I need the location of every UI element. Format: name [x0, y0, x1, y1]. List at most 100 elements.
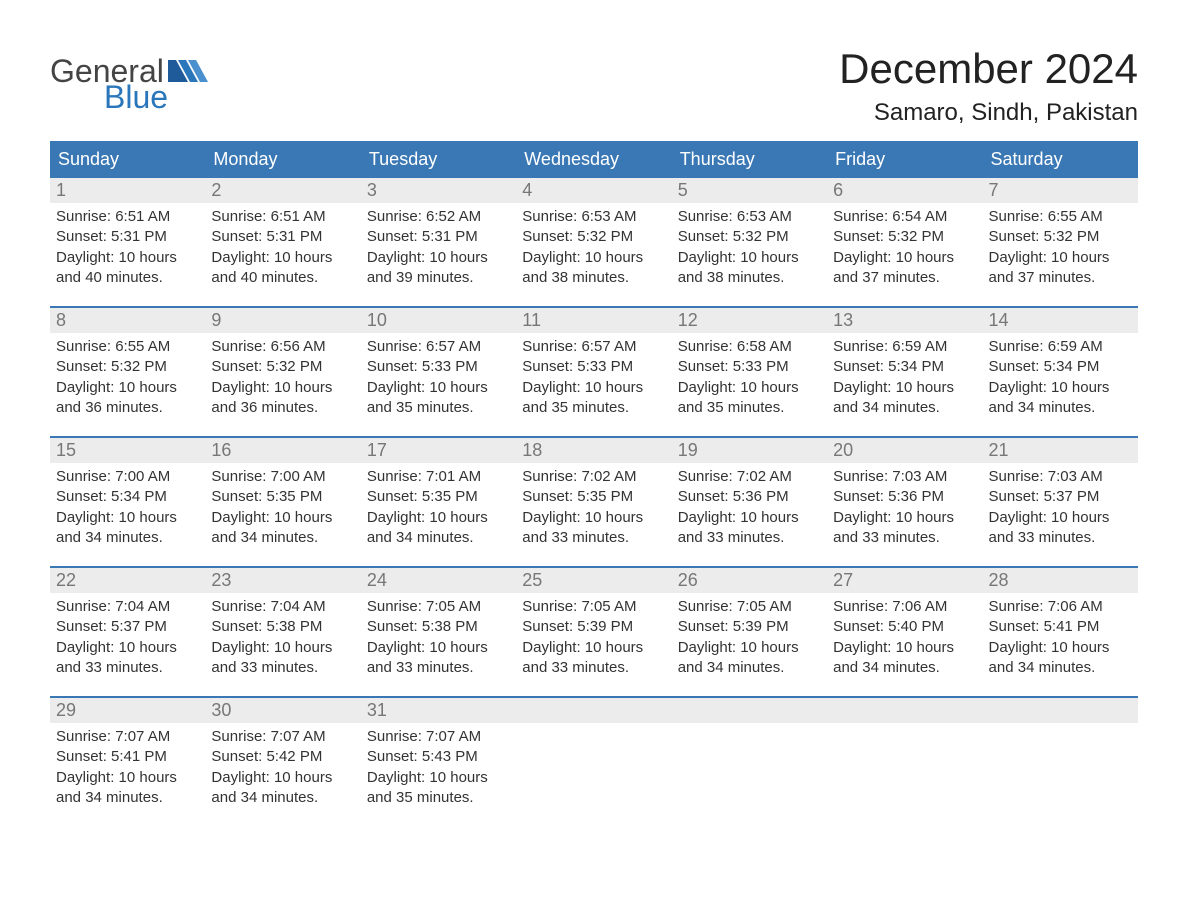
day-number: 5 — [672, 178, 827, 203]
day-cell: 17Sunrise: 7:01 AMSunset: 5:35 PMDayligh… — [361, 438, 516, 556]
daylight-line: Daylight: 10 hours and 40 minutes. — [56, 248, 199, 289]
daylight-line: Daylight: 10 hours and 36 minutes. — [211, 378, 354, 419]
sunset-line: Sunset: 5:34 PM — [56, 487, 199, 507]
sunrise-line: Sunrise: 6:51 AM — [56, 207, 199, 227]
sunset-line: Sunset: 5:33 PM — [522, 357, 665, 377]
sunrise-line: Sunrise: 6:53 AM — [678, 207, 821, 227]
day-cell: 25Sunrise: 7:05 AMSunset: 5:39 PMDayligh… — [516, 568, 671, 686]
daylight-line: Daylight: 10 hours and 33 minutes. — [211, 638, 354, 679]
daylight-line: Daylight: 10 hours and 34 minutes. — [989, 378, 1132, 419]
day-header-cell: Wednesday — [516, 141, 671, 178]
day-cell: 16Sunrise: 7:00 AMSunset: 5:35 PMDayligh… — [205, 438, 360, 556]
sunrise-line: Sunrise: 6:56 AM — [211, 337, 354, 357]
day-number: 9 — [205, 308, 360, 333]
daylight-line: Daylight: 10 hours and 33 minutes. — [56, 638, 199, 679]
day-cell: 27Sunrise: 7:06 AMSunset: 5:40 PMDayligh… — [827, 568, 982, 686]
day-cell: 28Sunrise: 7:06 AMSunset: 5:41 PMDayligh… — [983, 568, 1138, 686]
sunrise-line: Sunrise: 7:07 AM — [56, 727, 199, 747]
day-cell: 1Sunrise: 6:51 AMSunset: 5:31 PMDaylight… — [50, 178, 205, 296]
day-body: Sunrise: 7:07 AMSunset: 5:41 PMDaylight:… — [50, 723, 205, 812]
day-number: 21 — [983, 438, 1138, 463]
day-cell: 10Sunrise: 6:57 AMSunset: 5:33 PMDayligh… — [361, 308, 516, 426]
day-number: 17 — [361, 438, 516, 463]
sunset-line: Sunset: 5:43 PM — [367, 747, 510, 767]
day-body: Sunrise: 7:07 AMSunset: 5:42 PMDaylight:… — [205, 723, 360, 812]
day-cell — [516, 698, 671, 816]
day-number: 4 — [516, 178, 671, 203]
sunset-line: Sunset: 5:32 PM — [211, 357, 354, 377]
day-body: Sunrise: 7:05 AMSunset: 5:39 PMDaylight:… — [516, 593, 671, 682]
day-number: 2 — [205, 178, 360, 203]
daylight-line: Daylight: 10 hours and 33 minutes. — [522, 638, 665, 679]
daylight-line: Daylight: 10 hours and 34 minutes. — [56, 768, 199, 809]
day-cell: 15Sunrise: 7:00 AMSunset: 5:34 PMDayligh… — [50, 438, 205, 556]
day-number: 18 — [516, 438, 671, 463]
sunrise-line: Sunrise: 7:07 AM — [211, 727, 354, 747]
week-row: 22Sunrise: 7:04 AMSunset: 5:37 PMDayligh… — [50, 566, 1138, 686]
day-body: Sunrise: 7:03 AMSunset: 5:36 PMDaylight:… — [827, 463, 982, 552]
week-row: 8Sunrise: 6:55 AMSunset: 5:32 PMDaylight… — [50, 306, 1138, 426]
day-cell: 29Sunrise: 7:07 AMSunset: 5:41 PMDayligh… — [50, 698, 205, 816]
day-cell: 20Sunrise: 7:03 AMSunset: 5:36 PMDayligh… — [827, 438, 982, 556]
day-number-empty — [827, 698, 982, 723]
sunset-line: Sunset: 5:38 PM — [367, 617, 510, 637]
sunrise-line: Sunrise: 6:52 AM — [367, 207, 510, 227]
day-body: Sunrise: 6:54 AMSunset: 5:32 PMDaylight:… — [827, 203, 982, 292]
daylight-line: Daylight: 10 hours and 34 minutes. — [678, 638, 821, 679]
day-cell: 5 Sunrise: 6:53 AMSunset: 5:32 PMDaylight… — [672, 178, 827, 296]
day-number: 8 — [50, 308, 205, 333]
day-body: Sunrise: 7:04 AMSunset: 5:38 PMDaylight:… — [205, 593, 360, 682]
sunrise-line: Sunrise: 6:55 AM — [989, 207, 1132, 227]
sunset-line: Sunset: 5:39 PM — [678, 617, 821, 637]
sunset-line: Sunset: 5:33 PM — [367, 357, 510, 377]
day-cell: 7Sunrise: 6:55 AMSunset: 5:32 PMDaylight… — [983, 178, 1138, 296]
brand-part2: Blue — [104, 81, 208, 113]
day-body: Sunrise: 6:55 AMSunset: 5:32 PMDaylight:… — [50, 333, 205, 422]
daylight-line: Daylight: 10 hours and 33 minutes. — [522, 508, 665, 549]
sunrise-line: Sunrise: 7:00 AM — [56, 467, 199, 487]
day-number: 3 — [361, 178, 516, 203]
day-number: 14 — [983, 308, 1138, 333]
daylight-line: Daylight: 10 hours and 33 minutes. — [367, 638, 510, 679]
sunrise-line: Sunrise: 7:04 AM — [211, 597, 354, 617]
day-body: Sunrise: 6:56 AMSunset: 5:32 PMDaylight:… — [205, 333, 360, 422]
day-body: Sunrise: 6:51 AMSunset: 5:31 PMDaylight:… — [50, 203, 205, 292]
day-header-cell: Sunday — [50, 141, 205, 178]
sunrise-line: Sunrise: 7:06 AM — [989, 597, 1132, 617]
daylight-line: Daylight: 10 hours and 35 minutes. — [367, 378, 510, 419]
day-cell: 30Sunrise: 7:07 AMSunset: 5:42 PMDayligh… — [205, 698, 360, 816]
sunset-line: Sunset: 5:41 PM — [56, 747, 199, 767]
sunrise-line: Sunrise: 7:02 AM — [522, 467, 665, 487]
sunset-line: Sunset: 5:34 PM — [833, 357, 976, 377]
day-cell: 9Sunrise: 6:56 AMSunset: 5:32 PMDaylight… — [205, 308, 360, 426]
sunset-line: Sunset: 5:37 PM — [989, 487, 1132, 507]
day-cell: 13Sunrise: 6:59 AMSunset: 5:34 PMDayligh… — [827, 308, 982, 426]
day-number: 30 — [205, 698, 360, 723]
sunrise-line: Sunrise: 6:55 AM — [56, 337, 199, 357]
location: Samaro, Sindh, Pakistan — [839, 99, 1138, 127]
sunset-line: Sunset: 5:41 PM — [989, 617, 1132, 637]
header: General Blue December 2024 Samaro, Sindh… — [50, 45, 1138, 127]
day-header-cell: Monday — [205, 141, 360, 178]
day-number: 15 — [50, 438, 205, 463]
sunset-line: Sunset: 5:34 PM — [989, 357, 1132, 377]
daylight-line: Daylight: 10 hours and 40 minutes. — [211, 248, 354, 289]
day-body: Sunrise: 6:57 AMSunset: 5:33 PMDaylight:… — [361, 333, 516, 422]
day-number: 19 — [672, 438, 827, 463]
day-body: Sunrise: 6:59 AMSunset: 5:34 PMDaylight:… — [983, 333, 1138, 422]
day-cell: 18Sunrise: 7:02 AMSunset: 5:35 PMDayligh… — [516, 438, 671, 556]
day-cell: 3Sunrise: 6:52 AMSunset: 5:31 PMDaylight… — [361, 178, 516, 296]
sunset-line: Sunset: 5:31 PM — [367, 227, 510, 247]
sunset-line: Sunset: 5:38 PM — [211, 617, 354, 637]
sunset-line: Sunset: 5:32 PM — [989, 227, 1132, 247]
day-cell: 23Sunrise: 7:04 AMSunset: 5:38 PMDayligh… — [205, 568, 360, 686]
sunset-line: Sunset: 5:31 PM — [56, 227, 199, 247]
sunrise-line: Sunrise: 6:51 AM — [211, 207, 354, 227]
day-number: 10 — [361, 308, 516, 333]
sunset-line: Sunset: 5:32 PM — [678, 227, 821, 247]
day-number: 26 — [672, 568, 827, 593]
day-number: 12 — [672, 308, 827, 333]
day-cell: 4Sunrise: 6:53 AMSunset: 5:32 PMDaylight… — [516, 178, 671, 296]
day-number: 13 — [827, 308, 982, 333]
daylight-line: Daylight: 10 hours and 38 minutes. — [678, 248, 821, 289]
